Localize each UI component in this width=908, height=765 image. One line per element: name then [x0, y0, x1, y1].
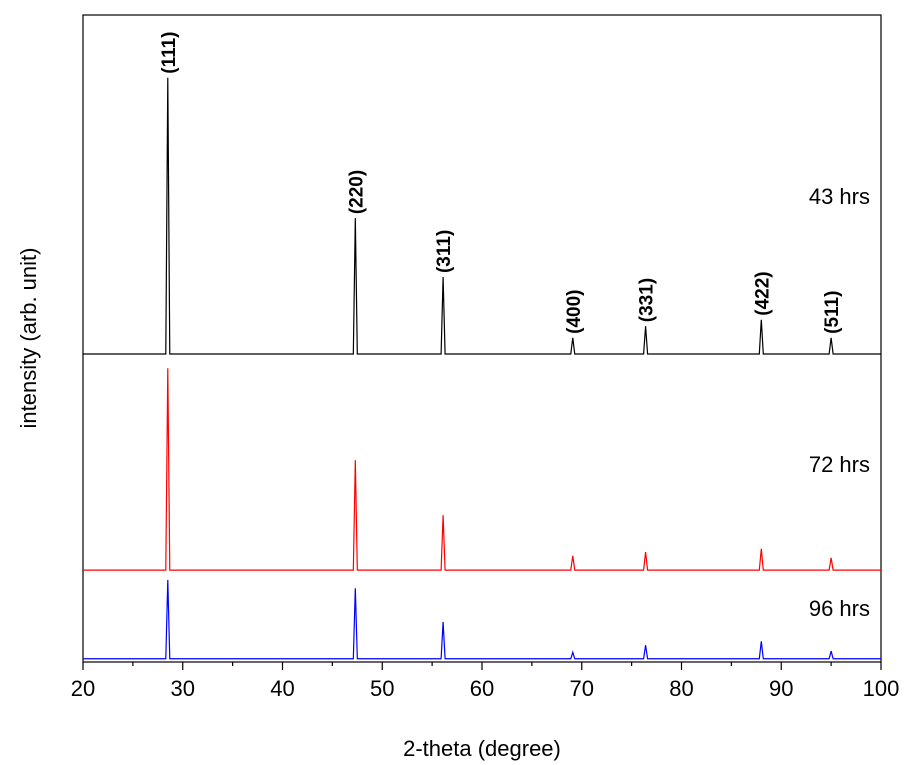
- plot-frame: [82, 14, 882, 663]
- peak-label: (422): [752, 271, 773, 315]
- x-tick-label: 40: [270, 676, 294, 701]
- x-tick-label: 20: [71, 676, 95, 701]
- peak-label: (511): [822, 291, 843, 334]
- peak-label: (220): [346, 170, 367, 214]
- x-tick-label: 30: [171, 676, 195, 701]
- peak-label: (331): [637, 278, 658, 322]
- series-line: [83, 579, 881, 660]
- peak-label: (311): [434, 230, 455, 273]
- series-label: 72 hrs: [809, 452, 870, 477]
- x-tick-label: 70: [570, 676, 594, 701]
- x-tick-label: 50: [370, 676, 394, 701]
- peak-label: (400): [564, 289, 585, 333]
- x-axis-label: 2-theta (degree): [403, 736, 561, 761]
- x-tick-label: 90: [769, 676, 793, 701]
- peak-label: (111): [159, 31, 180, 73]
- series-line: [83, 77, 881, 355]
- x-tick-label: 100: [863, 676, 900, 701]
- series-line: [83, 368, 881, 571]
- series-label: 43 hrs: [809, 184, 870, 209]
- y-axis-label: intensity (arb. unit): [16, 248, 41, 429]
- series-label: 96 hrs: [809, 596, 870, 621]
- x-tick-label: 80: [669, 676, 693, 701]
- x-tick-label: 60: [470, 676, 494, 701]
